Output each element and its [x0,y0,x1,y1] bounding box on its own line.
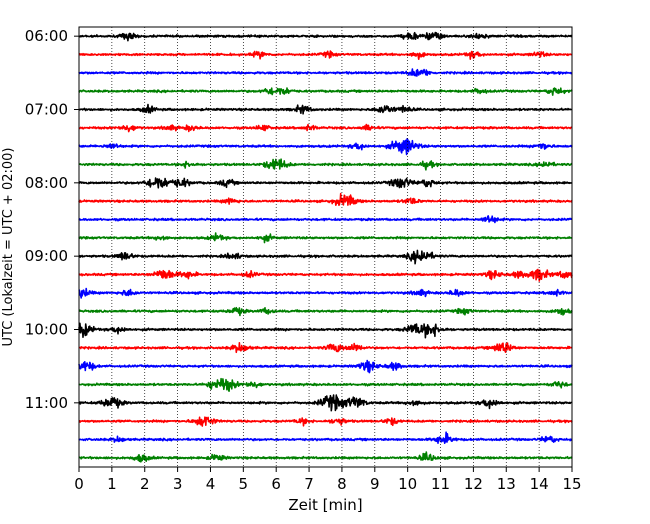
trace-line-0600 [78,31,573,42]
x-tick-label: 13 [497,475,516,493]
y-tick-label: 07:00 [25,101,68,119]
trace-line-1115 [78,416,573,427]
x-tick-label: 14 [530,475,549,493]
x-tick-label: 4 [206,475,216,493]
trace-line-1030 [78,359,573,374]
trace-group [78,31,573,463]
x-tick-label: 11 [431,475,450,493]
vertical-grid [111,27,540,467]
x-tick-label: 3 [173,475,183,493]
trace-line-0715 [78,123,573,133]
y-tick-label: 08:00 [25,174,68,192]
trace-line-0900 [78,249,573,265]
x-axis-ticks: 0 1 2 3 4 5 6 7 8 9 10 11 12 13 14 15 [74,467,582,493]
x-tick-label: 2 [140,475,150,493]
plot-frame [78,26,573,468]
y-axis-label: UTC (Lokalzeit = UTC + 02:00) [1,148,16,347]
y-tick-label: 09:00 [25,247,68,265]
y-axis-ticks: 06:00 07:00 08:00 09:00 10:00 11:00 [25,27,79,412]
x-tick-label: 0 [74,475,84,493]
x-tick-label: 6 [271,475,281,493]
y-tick-label: 11:00 [25,394,68,412]
trace-line-1145 [78,451,573,463]
x-tick-label: 15 [562,475,581,493]
y-tick-label: 10:00 [25,321,68,339]
trace-line-0700 [78,103,573,115]
trace-line-0815 [78,192,573,206]
y-tick-label: 06:00 [25,27,68,45]
trace-line-0615 [78,50,573,60]
trace-line-0830 [78,215,573,224]
trace-line-0730 [78,138,573,156]
trace-line-0945 [78,306,573,317]
trace-line-1130 [78,431,573,444]
x-tick-label: 7 [304,475,314,493]
x-tick-label: 8 [337,475,347,493]
trace-line-0645 [78,87,573,96]
trace-line-0630 [78,68,573,77]
trace-line-0745 [78,158,573,171]
x-tick-label: 5 [239,475,249,493]
trace-line-1000 [78,322,573,339]
trace-line-0930 [78,287,573,299]
x-tick-label: 9 [370,475,380,493]
trace-line-1045 [78,377,573,392]
trace-line-0915 [78,268,573,282]
trace-line-0800 [78,177,573,189]
x-tick-label: 10 [398,475,417,493]
x-tick-label: 1 [107,475,117,493]
x-axis-label: Zeit [min] [288,496,362,514]
trace-line-1015 [78,342,573,354]
x-tick-label: 12 [464,475,483,493]
trace-line-1100 [78,394,573,412]
trace-line-0845 [78,232,573,244]
